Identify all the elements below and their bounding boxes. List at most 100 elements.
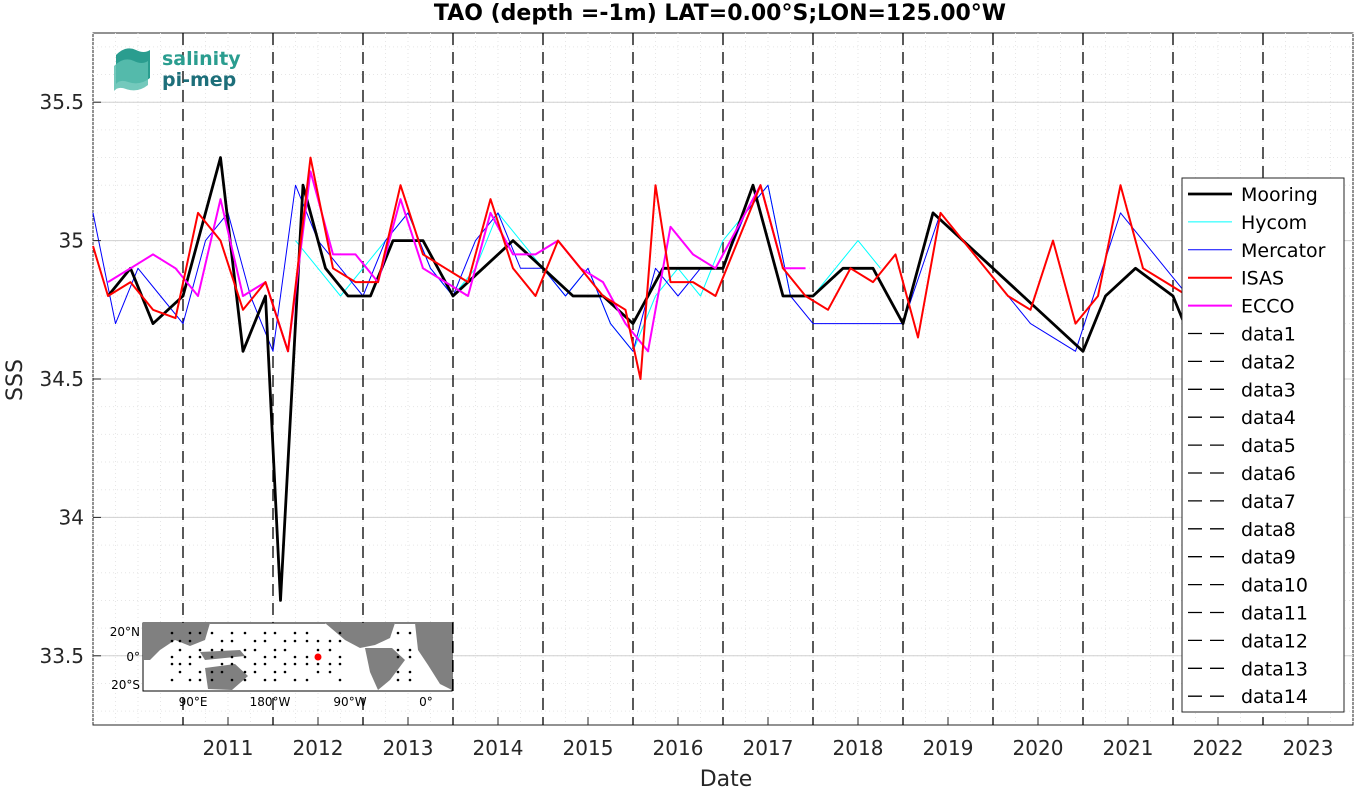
legend-label: data2	[1241, 351, 1296, 373]
landmass-americas	[325, 623, 405, 690]
landmass-africa-west	[415, 623, 452, 690]
mooring-dot	[316, 670, 320, 674]
mooring-dot	[188, 662, 192, 666]
series-line-ecco	[107, 170, 806, 353]
mooring-dot	[293, 639, 297, 643]
inset-map: 20°N 0° 20°S 90°E 180°W 90°W 0°	[110, 622, 453, 709]
mooring-dot	[178, 670, 182, 674]
mooring-dot	[210, 631, 214, 635]
mooring-dot	[170, 662, 174, 666]
mooring-dot	[230, 655, 234, 659]
mooring-dots	[170, 631, 412, 682]
map-lat-label-equator: 0°	[126, 650, 140, 664]
mooring-dot	[210, 678, 214, 682]
mooring-dot	[263, 662, 267, 666]
mooring-dot	[408, 655, 412, 659]
mooring-dot	[408, 631, 412, 635]
mooring-dot	[396, 670, 400, 674]
mooring-dot	[305, 639, 309, 643]
mooring-dot	[178, 662, 182, 666]
mooring-dot	[273, 670, 277, 674]
mooring-dot	[338, 678, 342, 682]
mooring-dot	[210, 670, 214, 674]
mooring-dot	[273, 648, 277, 652]
x-tick-label: 2012	[293, 736, 344, 760]
mooring-dot	[253, 639, 257, 643]
mooring-dot	[198, 655, 202, 659]
mooring-dot	[188, 678, 192, 682]
legend-label: data5	[1241, 435, 1296, 457]
legend-label: data11	[1241, 603, 1308, 625]
series-line-mercator	[92, 184, 1331, 352]
mooring-dot	[253, 670, 257, 674]
mooring-dot	[170, 655, 174, 659]
y-tick-label: 33.5	[39, 644, 84, 668]
mooring-dot	[408, 678, 412, 682]
mooring-dot	[210, 648, 214, 652]
x-tick-label: 2021	[1103, 736, 1154, 760]
mooring-dot	[396, 648, 400, 652]
legend-label: data9	[1241, 547, 1296, 569]
mooring-dot	[283, 670, 287, 674]
mooring-dot	[293, 655, 297, 659]
legend-label: ISAS	[1241, 268, 1284, 290]
mooring-dot	[253, 648, 257, 652]
mooring-dot	[408, 648, 412, 652]
mooring-dot	[328, 670, 332, 674]
mooring-dot	[170, 631, 174, 635]
mooring-dot	[178, 639, 182, 643]
mooring-dot	[220, 648, 224, 652]
mooring-dot	[188, 631, 192, 635]
x-tick-label: 2019	[923, 736, 974, 760]
mooring-dot	[220, 670, 224, 674]
mooring-dot	[293, 662, 297, 666]
mooring-dot	[243, 670, 247, 674]
mooring-dot	[243, 631, 247, 635]
mooring-dot	[305, 662, 309, 666]
mooring-dot	[263, 639, 267, 643]
mooring-dot	[243, 655, 247, 659]
map-lon-label-90w: 90°W	[333, 695, 366, 709]
x-tick-label: 2014	[473, 736, 524, 760]
mooring-dot	[230, 631, 234, 635]
mooring-dot	[293, 678, 297, 682]
mooring-dot	[316, 662, 320, 666]
mooring-dot	[396, 678, 400, 682]
mooring-dot	[230, 639, 234, 643]
mooring-dot	[243, 678, 247, 682]
x-tick-label: 2015	[563, 736, 614, 760]
mooring-dot	[283, 639, 287, 643]
mooring-dot	[396, 631, 400, 635]
map-lat-label-south: 20°S	[111, 678, 140, 692]
mooring-dot	[188, 639, 192, 643]
legend-label: Mercator	[1241, 240, 1326, 262]
y-tick-label: 34.5	[39, 367, 84, 391]
selected-mooring-marker	[314, 653, 322, 661]
logo-line1: salinity	[162, 48, 241, 70]
mooring-dot	[198, 670, 202, 674]
mooring-dot	[305, 678, 309, 682]
legend-label: data12	[1241, 630, 1308, 652]
x-tick-label: 2023	[1283, 736, 1334, 760]
map-lat-label-north: 20°N	[110, 625, 140, 639]
mooring-dot	[198, 678, 202, 682]
y-tick-labels: 33.5 34 34.5 35 35.5	[39, 90, 101, 668]
mooring-dot	[408, 670, 412, 674]
legend-label: Mooring	[1241, 184, 1318, 206]
x-tick-label: 2018	[833, 736, 884, 760]
salinity-pi-mep-logo: salinity pi-mep	[114, 48, 241, 91]
mooring-dot	[263, 655, 267, 659]
mooring-dot	[178, 648, 182, 652]
chart-title: TAO (depth =-1m) LAT=0.00°S;LON=125.00°W	[434, 1, 1006, 26]
mooring-dot	[198, 631, 202, 635]
legend: Mooring Hycom Mercator ISAS ECCO data1 data2 da…	[1181, 177, 1345, 713]
mooring-dot	[305, 631, 309, 635]
x-tick-label: 2017	[743, 736, 794, 760]
x-tick-label: 2022	[1193, 736, 1244, 760]
legend-box	[1181, 177, 1345, 713]
legend-label: data7	[1241, 491, 1296, 513]
mooring-dot	[283, 648, 287, 652]
map-lon-label-0: 0°	[419, 695, 433, 709]
legend-label: data10	[1241, 575, 1308, 597]
